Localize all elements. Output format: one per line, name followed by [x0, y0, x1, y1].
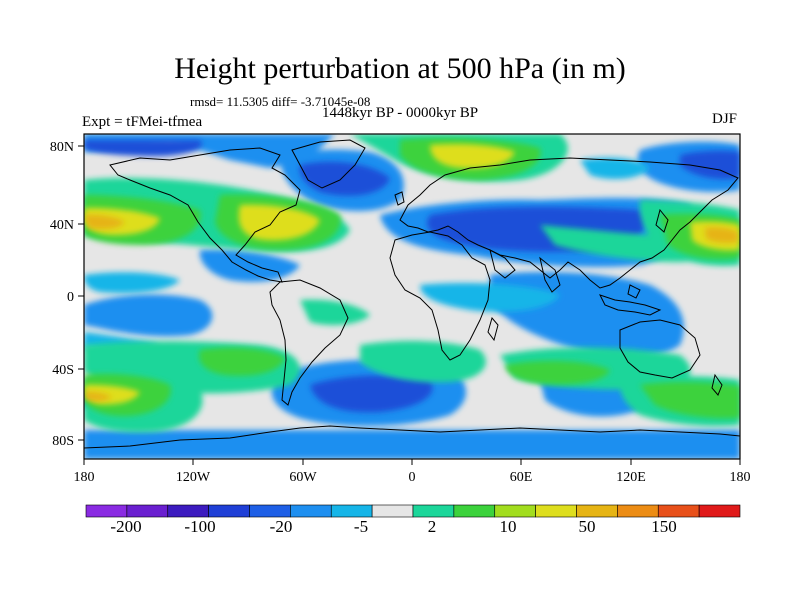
- colorbar-cell: [657, 504, 700, 518]
- colorbar-cell: [249, 504, 291, 518]
- colorbar-cell: [167, 504, 209, 518]
- lon-label: 0: [409, 470, 416, 485]
- colorbar-cell: [371, 504, 414, 518]
- lon-label: 120W: [176, 470, 211, 485]
- colorbar-label: -200: [110, 517, 142, 536]
- colorbar-cell: [85, 504, 128, 518]
- colorbar-label: -5: [353, 517, 369, 536]
- season-label: DJF: [712, 111, 738, 127]
- lon-label: 60E: [510, 470, 533, 485]
- coastlines: [84, 139, 740, 449]
- longitude-labels: 180 120W 60W 0 60E 120E 180: [74, 470, 751, 485]
- colorbar-cell: [698, 504, 741, 518]
- latitude-labels: 80N 40N 0 40S 80S: [50, 140, 74, 449]
- lon-label: 60W: [289, 470, 317, 485]
- lat-label: 40S: [52, 363, 74, 378]
- maritime-continent-coastline: [599, 284, 662, 316]
- chart-title: Height perturbation at 500 hPa (in m): [174, 52, 626, 85]
- colorbar-cell: [535, 504, 577, 518]
- lon-label: 180: [74, 470, 95, 485]
- africa-coastline: [389, 231, 491, 361]
- colorbar-cell: [576, 504, 618, 518]
- eurasia-coastline: [399, 157, 739, 289]
- strong-negative-cores: [84, 140, 740, 413]
- colorbar-label: 10: [499, 517, 517, 536]
- lon-label: 180: [730, 470, 751, 485]
- japan-coastline: [655, 208, 669, 233]
- south-asia-coastline: [489, 249, 561, 293]
- lat-label: 80S: [52, 434, 74, 449]
- stats-line: rmsd= 11.5305 diff= -3.71045e-08: [190, 94, 370, 110]
- colorbar-label: 150: [651, 517, 677, 536]
- rmsd-value: rmsd= 11.5305: [190, 94, 269, 109]
- south-america-coastline: [269, 279, 349, 406]
- experiment-label: Expt = tFMei-tfmea: [82, 114, 203, 130]
- australia-coastline: [619, 319, 701, 379]
- period-label: 1448kyr BP - 0000kyr BP: [322, 105, 479, 121]
- madagascar-coastline: [487, 316, 499, 342]
- colorbar-label: 50: [578, 517, 596, 536]
- colorbar-cell: [453, 504, 496, 518]
- uk-coastline: [394, 191, 405, 206]
- lat-label: 40N: [50, 218, 74, 233]
- field-shading: [84, 134, 740, 459]
- colorbar-label: -20: [269, 517, 293, 536]
- colorbar-cell: [617, 504, 659, 518]
- colorbar-cell: [412, 504, 455, 518]
- colorbar-label: 2: [427, 517, 437, 536]
- colorbar-cell: [330, 504, 373, 518]
- lat-label: 80N: [50, 140, 74, 155]
- greenland-coastline: [291, 139, 366, 189]
- colorbar: [85, 504, 741, 518]
- colorbar-cell: [494, 504, 536, 518]
- lat-label: 0: [67, 290, 74, 305]
- colorbar-cell: [290, 504, 332, 518]
- colorbar-cell: [208, 504, 250, 518]
- lon-label: 120E: [616, 470, 646, 485]
- maximum-regions: [84, 214, 738, 402]
- colorbar-cell: [126, 504, 169, 518]
- antarctica-coastline: [84, 425, 740, 449]
- north-america-coastline: [109, 147, 301, 283]
- diff-value: diff= -3.71045e-08: [271, 94, 371, 109]
- axis-ticks: [78, 145, 741, 465]
- new-zealand-coastline: [711, 373, 723, 396]
- colorbar-label: -100: [184, 517, 216, 536]
